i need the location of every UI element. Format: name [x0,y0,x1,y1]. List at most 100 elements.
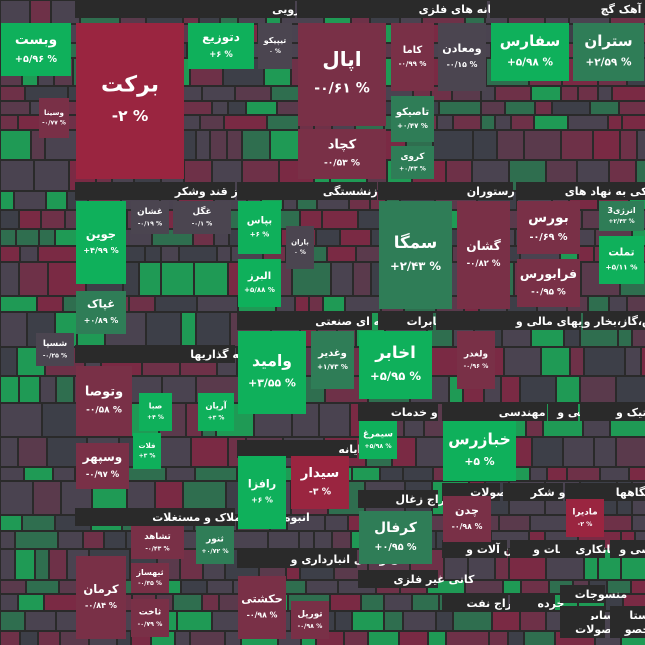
filler-tile [564,438,593,466]
filler-tile [1,516,21,530]
filler-tile [369,632,398,645]
tile-change: -۰/۹۹ % [399,60,427,68]
tile-change: -۰/۵۳ % [324,159,360,169]
tile[interactable] [196,526,234,564]
tile[interactable] [391,96,434,142]
tile[interactable] [131,526,184,559]
tile[interactable] [133,433,161,469]
filler-tile [277,297,294,311]
tile[interactable] [311,331,354,389]
filler-tile [197,313,229,346]
filler-tile [307,581,337,593]
filler-tile [562,131,592,159]
tile[interactable] [238,201,281,254]
filler-tile [613,87,645,100]
tile[interactable] [131,563,169,593]
tile[interactable] [188,23,254,69]
filler-tile [39,247,76,261]
tile[interactable] [298,23,386,126]
filler-tile [45,595,78,610]
tile[interactable] [359,331,432,399]
filler-tile [638,131,645,159]
tile[interactable] [139,393,172,431]
tile[interactable] [76,366,132,436]
filler-tile [278,102,298,114]
filler-tile [630,468,645,480]
tile-name: ستران [584,32,632,50]
filler-tile [198,297,237,311]
group-header-bar [548,403,578,421]
tile[interactable] [238,259,281,307]
tile[interactable] [258,23,292,69]
tile[interactable] [173,201,231,234]
tile-change: ۰ % [269,48,281,55]
tile[interactable] [566,499,604,537]
filler-tile [21,632,37,645]
filler-tile [568,468,599,480]
tile[interactable] [238,576,286,639]
filler-tile [509,632,523,645]
filler-tile [482,102,504,114]
tile[interactable] [36,333,74,366]
tile[interactable] [359,421,397,459]
tile[interactable] [379,201,452,309]
filler-tile [1,131,30,159]
tile[interactable] [76,556,126,639]
filler-tile [505,348,540,375]
filler-tile [1,1,29,23]
group-header-bar [510,594,555,612]
tile[interactable] [291,601,329,639]
tile[interactable] [599,201,644,231]
tile-change: +۵/۹۶ % [15,54,58,65]
tile-change: +۲/۵۹ % [585,57,632,69]
tile[interactable] [39,98,69,138]
tile-name: ولغدر [463,349,488,359]
tile[interactable] [517,201,580,254]
tile[interactable] [491,23,569,81]
tile[interactable] [76,23,184,179]
filler-tile [1,438,17,466]
tile[interactable] [1,23,71,76]
group-header-bar [442,403,547,421]
tile-change: -۰/۶۹ % [529,232,567,243]
filler-tile [601,468,628,480]
tile[interactable] [391,146,434,179]
filler-tile [440,102,480,114]
filler-tile [182,581,206,593]
tile[interactable] [298,129,386,179]
filler-tile [147,313,180,346]
tile-name: رافزا [248,478,276,491]
tile[interactable] [573,23,644,81]
filler-tile [493,612,519,630]
filler-tile [620,102,645,114]
group-header-bar [75,182,235,200]
tile-name: وبست [15,32,57,48]
filler-tile [1,211,18,228]
tile[interactable] [286,226,314,269]
filler-tile [323,211,357,228]
tile[interactable] [291,456,349,509]
tile[interactable] [438,23,486,91]
tile[interactable] [76,201,126,284]
tile[interactable] [131,201,169,234]
filler-tile [434,131,472,159]
group-header-bar [585,483,645,501]
tile[interactable] [76,291,126,334]
tile[interactable] [131,599,169,637]
filler-tile [1,550,14,579]
tile[interactable] [359,511,432,564]
tile[interactable] [238,456,286,529]
tile[interactable] [238,331,306,414]
tile[interactable] [443,421,516,481]
tile[interactable] [457,201,510,309]
tile[interactable] [198,393,234,431]
tile[interactable] [457,331,495,389]
tile[interactable] [391,23,434,91]
tile[interactable] [599,236,644,284]
tile[interactable] [76,443,129,489]
filler-tile [548,468,566,480]
tile[interactable] [517,259,580,307]
tile[interactable] [443,496,491,542]
filler-tile [381,468,402,480]
